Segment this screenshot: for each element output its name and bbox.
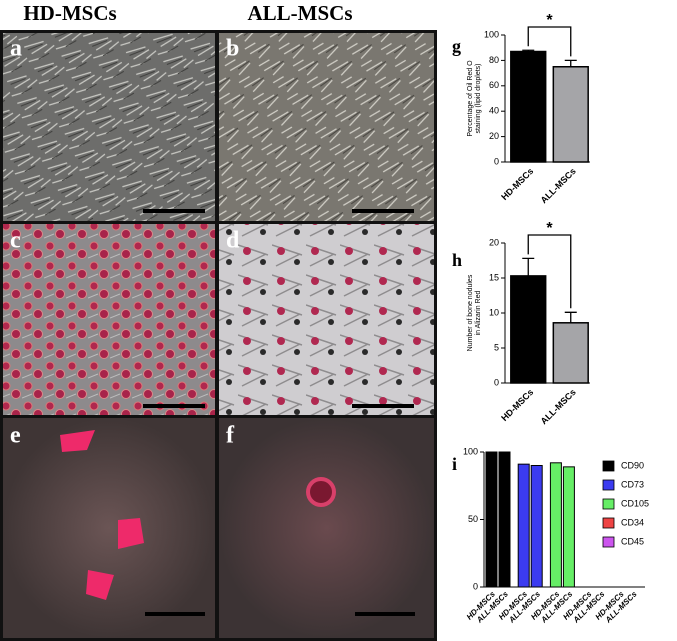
y-tick-label: 20 <box>489 131 499 141</box>
y-tick-label: 0 <box>494 377 499 387</box>
x-tick-label: ALL-MSCs <box>539 387 578 426</box>
panel-label: a <box>10 36 22 62</box>
bar <box>552 322 589 384</box>
y-tick-label: 60 <box>489 80 499 90</box>
x-tick-label: HD-MSCs <box>499 166 535 202</box>
legend-swatch <box>602 498 615 510</box>
y-tick-label: 100 <box>484 29 499 39</box>
y-tick-label: 50 <box>468 514 478 524</box>
bar <box>517 463 530 588</box>
panel-label: i <box>452 454 457 474</box>
significance-bracket <box>527 234 572 309</box>
legend-label: CD34 <box>621 517 644 527</box>
y-tick-label: 0 <box>473 581 478 591</box>
panel-label: g <box>452 36 461 56</box>
legend-swatch <box>602 536 615 548</box>
panel-label: d <box>226 228 240 254</box>
legend-swatch <box>602 517 615 529</box>
column-label: ALL-MSCs <box>247 1 352 25</box>
legend-swatch <box>602 479 615 491</box>
bar <box>510 275 547 384</box>
panel-label: h <box>452 250 462 270</box>
y-tick-label: 5 <box>494 342 499 352</box>
legend-swatch <box>602 460 615 472</box>
micrograph <box>3 224 215 415</box>
stain-blob <box>60 430 144 600</box>
y-tick-label: 40 <box>489 106 499 116</box>
y-axis-label: in Alizarin Red <box>475 291 482 336</box>
error-bar <box>564 59 577 67</box>
y-tick-label: 0 <box>494 156 499 166</box>
bar <box>485 451 498 588</box>
bar <box>552 66 589 163</box>
y-tick-label: 15 <box>489 272 499 282</box>
panel-label: f <box>226 423 235 449</box>
bar <box>549 462 562 588</box>
y-tick-label: 10 <box>489 307 499 317</box>
legend-label: CD73 <box>621 479 644 489</box>
y-axis-label: Percentage of Oil Red O <box>467 60 474 137</box>
y-tick-label: 100 <box>463 446 478 456</box>
error-bar <box>522 257 535 276</box>
significance-mark: * <box>546 220 553 237</box>
legend-label: CD90 <box>621 460 644 470</box>
x-tick-label: HD-MSCs <box>499 387 535 423</box>
bar <box>498 451 511 588</box>
stain-blob <box>306 477 336 507</box>
error-bar <box>522 49 535 52</box>
x-tick-label: ALL-MSCs <box>539 166 578 205</box>
micrograph <box>219 418 434 638</box>
panel-label: e <box>10 423 21 449</box>
bar <box>510 50 547 163</box>
column-label: HD-MSCs <box>23 1 116 25</box>
y-axis-label: Number of bone nodules <box>467 274 474 351</box>
y-tick-label: 20 <box>489 237 499 247</box>
y-tick-label: 80 <box>489 55 499 65</box>
significance-bracket <box>527 26 572 57</box>
panel-label: b <box>226 36 239 62</box>
legend-label: CD45 <box>621 536 644 546</box>
significance-mark: * <box>546 12 553 29</box>
micrograph <box>219 33 434 221</box>
bar <box>530 465 543 588</box>
micrograph <box>219 224 434 415</box>
scale-bars <box>143 209 415 616</box>
bar <box>562 466 575 588</box>
error-bar <box>564 311 577 323</box>
panel-label: c <box>10 228 21 254</box>
legend-label: CD105 <box>621 498 649 508</box>
micrograph <box>3 33 215 221</box>
y-axis-label: staining (lipid droplets) <box>475 63 482 133</box>
micrograph <box>3 418 215 638</box>
